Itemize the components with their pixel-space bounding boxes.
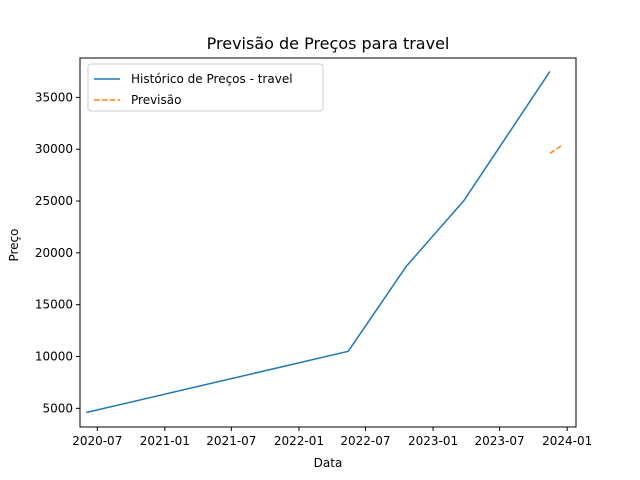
series-layer [86, 71, 562, 414]
x-tick-label: 2020-07 [72, 434, 122, 448]
plot-area: 2020-07 2021-01 2021-07 2022-01 2022-07 2023-… [35, 57, 592, 448]
y-tick-label: 25000 [35, 194, 73, 208]
y-tick-label: 15000 [35, 298, 73, 312]
y-axis: 5000 10000 15000 20000 25000 30000 35000 [35, 90, 80, 415]
x-tick-label: 2022-07 [340, 434, 390, 448]
x-axis: 2020-07 2021-01 2021-07 2022-01 2022-07 2023-… [72, 427, 592, 448]
x-axis-label: Data [314, 456, 343, 470]
y-tick-label: 10000 [35, 350, 73, 364]
axes-frame [79, 57, 577, 428]
x-tick-label: 2024-01 [542, 434, 592, 448]
legend-label: Previsão [131, 93, 181, 107]
y-tick-label: 35000 [35, 90, 73, 104]
x-tick-label: 2021-01 [140, 434, 190, 448]
legend-box [87, 63, 324, 112]
x-tick-label: 2023-01 [408, 434, 458, 448]
legend-label: Histórico de Preços - travel [131, 72, 293, 86]
chart-title: Previsão de Preços para travel [207, 34, 450, 53]
x-tick-label: 2022-01 [274, 434, 324, 448]
y-axis-label: Preço [7, 228, 21, 261]
series-line-previsao [549, 145, 562, 154]
y-tick-label: 30000 [35, 142, 73, 156]
y-tick-label: 20000 [35, 246, 73, 260]
x-tick-label: 2021-07 [206, 434, 256, 448]
x-tick-label: 2023-07 [475, 434, 525, 448]
y-tick-label: 5000 [42, 401, 73, 415]
series-line-historico [86, 71, 551, 414]
legend: Histórico de Preços - travel Previsão [87, 63, 324, 112]
